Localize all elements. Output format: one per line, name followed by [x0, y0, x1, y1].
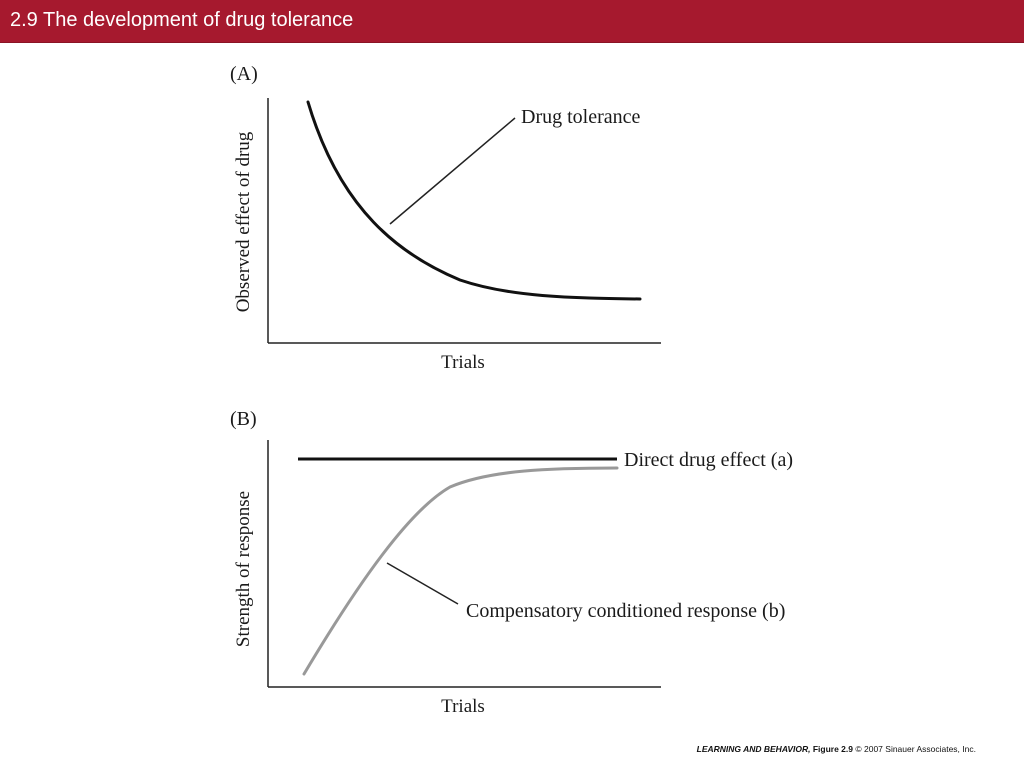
panel-b-x-axis-label: Trials: [441, 696, 485, 717]
panel-a-label: (A): [230, 63, 258, 85]
panel-b-label: (B): [230, 408, 257, 430]
copyright-notice: © 2007 Sinauer Associates, Inc.: [855, 744, 976, 754]
panel-b: (B) Strength of response Trials Direct d…: [230, 408, 793, 717]
figure-number: Figure 2.9: [812, 744, 853, 754]
drug-tolerance-leader-line: [389, 117, 516, 225]
figure-credit: LEARNING AND BEHAVIOR, Figure 2.9 © 2007…: [697, 744, 976, 754]
direct-drug-effect-label: Direct drug effect (a): [624, 449, 793, 471]
compensatory-response-leader-line: [386, 562, 459, 605]
slide-title: 2.9 The development of drug tolerance: [10, 9, 354, 31]
compensatory-response-label: Compensatory conditioned response (b): [466, 600, 785, 622]
title-bar: 2.9 The development of drug tolerance: [0, 0, 1024, 43]
drug-tolerance-curve: [306, 100, 642, 301]
panel-a-y-axis-label: Observed effect of drug: [233, 131, 254, 312]
panel-a-x-axis-label: Trials: [441, 352, 485, 373]
drug-tolerance-label: Drug tolerance: [521, 106, 641, 128]
book-title: LEARNING AND BEHAVIOR,: [696, 744, 811, 754]
panel-b-y-axis-label: Strength of response: [233, 491, 254, 647]
panel-a: (A) Observed effect of drug Trials Drug …: [230, 63, 661, 373]
compensatory-response-curve: [302, 466, 619, 676]
